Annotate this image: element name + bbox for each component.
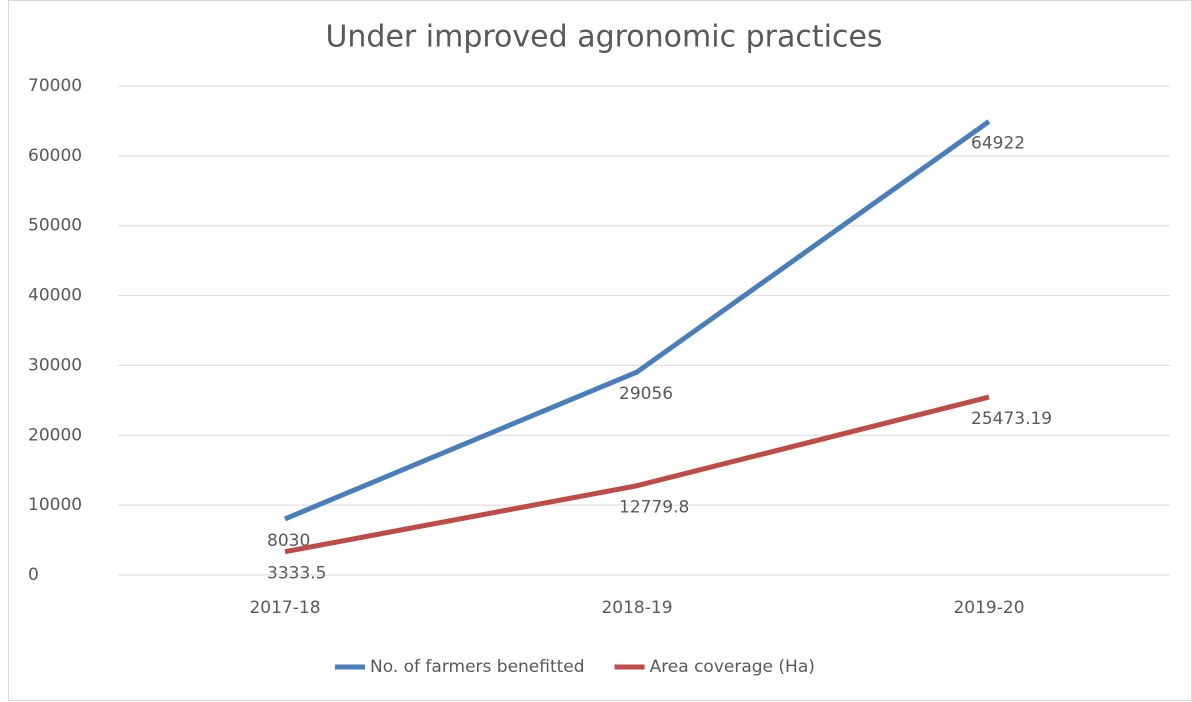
y-tick-label: 60000 xyxy=(28,146,82,166)
data-label: 8030 xyxy=(267,531,310,551)
line-series xyxy=(284,394,990,555)
data-label: 3333.5 xyxy=(267,564,326,584)
y-tick-label: 10000 xyxy=(28,495,82,515)
x-tick-label: 2019-20 xyxy=(953,598,1024,618)
y-tick-label: 40000 xyxy=(28,286,82,306)
data-label: 12779.8 xyxy=(619,498,689,518)
legend-label: No. of farmers benefitted xyxy=(370,657,585,677)
data-label: 29056 xyxy=(619,384,673,404)
data-label: 64922 xyxy=(971,133,1025,153)
chart-frame xyxy=(8,0,1192,701)
x-tick-label: 2017-18 xyxy=(249,598,320,618)
y-tick-label: 30000 xyxy=(28,355,82,375)
y-tick-label: 0 xyxy=(28,565,39,585)
y-tick-label: 50000 xyxy=(28,216,82,236)
y-tick-label: 20000 xyxy=(28,425,82,445)
line-series xyxy=(284,119,991,522)
y-tick-label: 70000 xyxy=(28,76,82,96)
data-label: 25473.19 xyxy=(971,409,1052,429)
x-tick-label: 2018-19 xyxy=(601,598,672,618)
chart-title: Under improved agronomic practices xyxy=(325,20,882,55)
legend-label: Area coverage (Ha) xyxy=(650,657,815,677)
